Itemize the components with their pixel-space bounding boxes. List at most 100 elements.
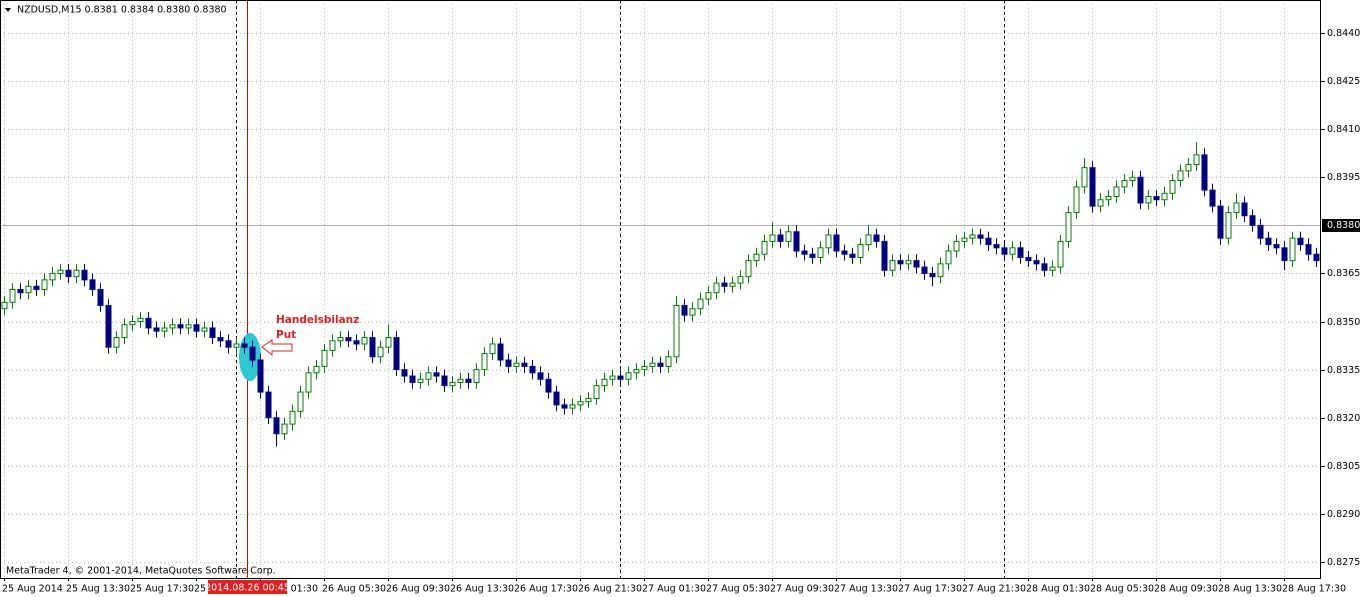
candle-body [689, 308, 696, 316]
candle-body [1265, 237, 1272, 246]
candle-body [1225, 212, 1232, 239]
candle-body [201, 327, 208, 332]
candle-body [1065, 212, 1072, 242]
candle-body [401, 369, 408, 377]
candle-body [521, 362, 528, 367]
candle-body [497, 343, 504, 361]
candle-body [1025, 256, 1032, 262]
candle-body [513, 362, 520, 367]
candle-body [937, 263, 944, 278]
candle-body [1073, 186, 1080, 214]
candle-body [17, 288, 24, 294]
y-tick-label: 0.8290 [1327, 509, 1360, 520]
candle-body [825, 234, 832, 249]
y-tick-label: 0.8335 [1327, 365, 1360, 376]
candle-body [129, 321, 136, 326]
candle-body [1305, 244, 1312, 255]
candle-body [265, 391, 272, 419]
candle-body [545, 378, 552, 393]
candle-body [905, 260, 912, 265]
candle-body [633, 369, 640, 374]
y-tick-label: 0.8320 [1327, 413, 1360, 424]
candle-body [1281, 247, 1288, 262]
candle-body [185, 324, 192, 329]
candle-body [273, 417, 280, 435]
candle-body [761, 240, 768, 255]
candle-body [1169, 179, 1176, 194]
candle-body [1057, 240, 1064, 268]
candle-body [1009, 247, 1016, 255]
x-tick-label: 25 Aug 2014 [2, 584, 63, 595]
candle-body [641, 365, 648, 371]
candle-body [89, 279, 96, 290]
x-tick-label: 26 Aug 13:30 [450, 584, 514, 595]
candle-body [625, 372, 632, 380]
candle-body [169, 324, 176, 329]
candle-body [1249, 215, 1256, 226]
candle-body [793, 231, 800, 252]
y-tick-label: 0.8275 [1327, 557, 1360, 568]
candle-body [809, 253, 816, 258]
candle-body [889, 260, 896, 271]
candle-body [409, 375, 416, 383]
candle-body [913, 260, 920, 268]
candle-body [1193, 154, 1200, 165]
candle-body [617, 375, 624, 380]
candle-body [713, 282, 720, 294]
candle-body [1041, 263, 1048, 271]
candle-body [353, 340, 360, 345]
x-tick-label: 28 Aug 13:30 [1218, 584, 1282, 595]
candle-body [457, 378, 464, 383]
candle-body [257, 359, 264, 393]
candle-body [1161, 192, 1168, 201]
candle-body [505, 359, 512, 367]
candle-body [1201, 154, 1208, 191]
candle-body [593, 385, 600, 399]
candle-body [1105, 196, 1112, 201]
candle-body [649, 362, 656, 367]
y-tick-label: 0.8350 [1327, 317, 1360, 328]
candle-body [161, 327, 168, 332]
candle-body [785, 231, 792, 242]
candle-body [849, 253, 856, 258]
candle-body [881, 240, 888, 271]
candle-body [1145, 196, 1152, 204]
candle-body [105, 305, 112, 348]
annotation: Handelsbilanz [276, 314, 359, 326]
candle-body [145, 317, 152, 329]
candle-body [841, 250, 848, 255]
candle-body [745, 260, 752, 278]
candle-body [281, 423, 288, 435]
plot-frame [0, 0, 1321, 579]
copyright: MetaTrader 4, © 2001-2014, MetaQuotes So… [6, 566, 276, 577]
candle-body [1177, 170, 1184, 181]
candle-body [1297, 237, 1304, 246]
candle-body [473, 369, 480, 383]
annotation-arrow [261, 339, 293, 357]
x-tick-label: 27 Aug 21:30 [962, 584, 1026, 595]
candle-body [1241, 202, 1248, 217]
candle-body [585, 397, 592, 403]
y-tick-label: 0.8440 [1327, 28, 1360, 39]
candle-body [977, 234, 984, 239]
candle-body [97, 288, 104, 307]
candle-body [721, 282, 728, 287]
y-tick-label: 0.8365 [1327, 268, 1360, 279]
candle-body [929, 272, 936, 278]
candle-body [1137, 176, 1144, 204]
x-tick-label: 28 Aug 09:30 [1154, 584, 1218, 595]
candle-body [1313, 253, 1320, 262]
candle-body [345, 337, 352, 342]
x-tick-label: 26 Aug 09:30 [386, 584, 450, 595]
candle-body [561, 404, 568, 409]
x-tick-label: 25 [194, 584, 206, 595]
candle-body [313, 365, 320, 374]
candle-body [9, 288, 16, 303]
candle-body [1289, 237, 1296, 262]
candle-body [1049, 266, 1056, 271]
y-tick-label: 0.8425 [1327, 76, 1360, 87]
candle-body [673, 305, 680, 358]
candle-body [25, 285, 32, 294]
candle-body [729, 282, 736, 287]
candle-body [665, 356, 672, 367]
